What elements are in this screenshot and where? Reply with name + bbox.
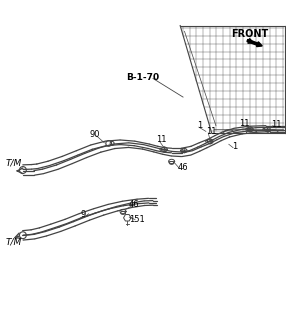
Text: B-1-70: B-1-70 (126, 73, 159, 82)
Circle shape (184, 150, 185, 151)
FancyArrow shape (247, 39, 262, 47)
Text: 11: 11 (206, 127, 217, 136)
Text: 1: 1 (232, 142, 237, 151)
Text: 90: 90 (89, 130, 100, 139)
Text: 151: 151 (129, 215, 145, 224)
Text: T/M: T/M (5, 158, 21, 167)
Text: 11: 11 (271, 120, 281, 129)
Text: T/M: T/M (5, 237, 21, 246)
Circle shape (250, 129, 251, 130)
Circle shape (164, 149, 165, 150)
Text: FRONT: FRONT (232, 29, 269, 39)
Text: 11: 11 (156, 135, 167, 144)
Text: 1: 1 (198, 121, 203, 130)
Text: 11: 11 (239, 119, 250, 128)
Circle shape (210, 141, 211, 142)
Text: 46: 46 (129, 200, 140, 209)
Circle shape (267, 129, 268, 130)
Text: 46: 46 (177, 163, 188, 172)
Text: 9: 9 (80, 211, 86, 220)
